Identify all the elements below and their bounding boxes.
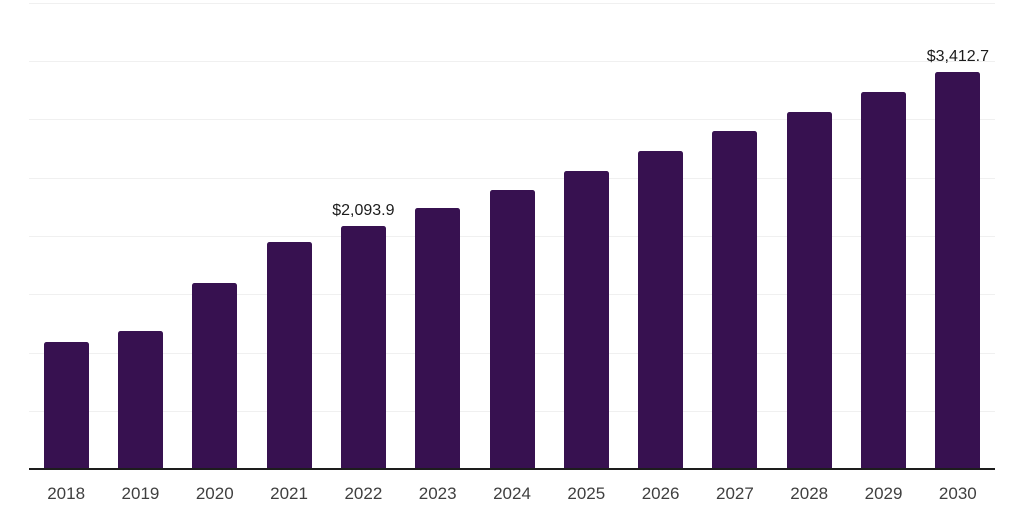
bar-2023 (415, 208, 461, 470)
x-tick-2022: 2022 (344, 484, 383, 503)
bar-2029 (861, 91, 907, 470)
bar-2024 (489, 190, 535, 470)
gridline (29, 60, 995, 62)
bar-2028 (786, 111, 832, 470)
plot-area: $2,093.9 $3,412.7 (29, 2, 995, 470)
x-axis-labels: 2018 2019 2020 2021 2022 2023 2024 2025 2026 2027… (29, 484, 995, 506)
bar-2022 (340, 225, 386, 470)
bar-2025 (563, 170, 609, 470)
x-tick-2026: 2026 (641, 484, 680, 503)
x-tick-2020: 2020 (195, 484, 234, 503)
x-tick-2024: 2024 (493, 484, 531, 503)
bar-2030 (935, 71, 981, 470)
bar-2021 (266, 241, 312, 470)
bar-2027 (712, 131, 758, 470)
x-tick-2019: 2019 (121, 484, 160, 503)
x-tick-2025: 2025 (567, 484, 606, 503)
x-tick-2029: 2029 (864, 484, 903, 503)
x-tick-2021: 2021 (270, 484, 308, 503)
x-tick-2027: 2027 (716, 484, 754, 503)
gridline (29, 119, 995, 121)
data-label-2022: $2,093.9 (332, 201, 395, 219)
x-tick-2018: 2018 (47, 484, 86, 503)
x-axis-line (29, 468, 995, 470)
data-label-2030: $3,412.7 (926, 47, 989, 65)
gridline (29, 2, 995, 4)
gridline (29, 177, 995, 179)
bar-2026 (638, 151, 684, 470)
bar-2019 (117, 331, 163, 470)
bar-2020 (192, 283, 238, 470)
x-tick-2028: 2028 (790, 484, 829, 503)
x-tick-2030: 2030 (938, 484, 977, 503)
x-tick-2023: 2023 (418, 484, 457, 503)
bar-2018 (43, 342, 89, 470)
